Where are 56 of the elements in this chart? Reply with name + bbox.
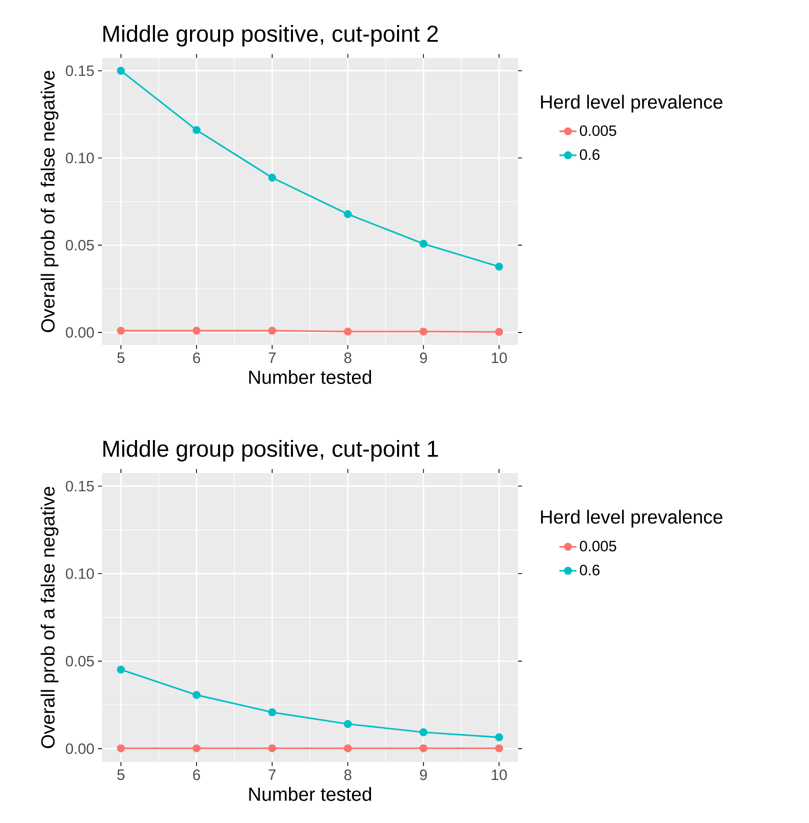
x-tick-label: 9 bbox=[420, 770, 427, 780]
x-tick-label: 9 bbox=[420, 352, 427, 364]
y-axis-title: Overall prob of a false negative bbox=[40, 486, 58, 748]
x-tick-label: 7 bbox=[268, 770, 276, 780]
x-tick-label: 6 bbox=[193, 770, 200, 780]
legend-label: 0.6 bbox=[580, 564, 600, 576]
point bbox=[268, 744, 276, 752]
y-tick-label: 0.00 bbox=[66, 743, 94, 754]
x-axis-title: Number tested bbox=[249, 787, 372, 801]
y-tick-label: 0.15 bbox=[66, 65, 94, 76]
point bbox=[116, 744, 125, 752]
y-tick-label: 0.05 bbox=[66, 656, 94, 666]
point bbox=[495, 328, 504, 336]
point bbox=[495, 733, 504, 742]
point bbox=[116, 666, 125, 674]
point bbox=[419, 728, 428, 736]
point bbox=[344, 328, 352, 336]
point bbox=[192, 326, 201, 335]
y-tick-label: 0.05 bbox=[66, 240, 94, 251]
x-axis-title: Number tested bbox=[249, 370, 372, 384]
point bbox=[419, 744, 428, 752]
x-tick-label: 7 bbox=[268, 352, 276, 363]
point bbox=[192, 744, 201, 752]
x-tick-label: 5 bbox=[117, 352, 124, 363]
point bbox=[268, 326, 276, 335]
chart-title: Middle group positive, cut-point 1 bbox=[103, 440, 438, 462]
point bbox=[419, 328, 428, 336]
y-tick-label: 0.10 bbox=[66, 152, 94, 164]
y-tick-label: 0.00 bbox=[66, 327, 94, 338]
legend-title: Herd level prevalence bbox=[541, 510, 722, 528]
point bbox=[344, 210, 352, 218]
point bbox=[344, 744, 352, 752]
legend-title: Herd level prevalence bbox=[541, 94, 722, 112]
point bbox=[268, 174, 276, 182]
x-tick-label: 6 bbox=[193, 352, 200, 364]
y-tick-label: 0.10 bbox=[66, 568, 94, 579]
x-tick-label: 8 bbox=[344, 352, 352, 364]
legend-label: 0.005 bbox=[580, 540, 616, 552]
y-axis-title: Overall prob of a false negative bbox=[40, 70, 58, 332]
x-tick-label: 10 bbox=[492, 352, 507, 364]
point bbox=[495, 262, 504, 271]
point bbox=[192, 126, 201, 134]
legend-label: 0.6 bbox=[580, 149, 600, 160]
chart-title: Middle group positive, cut-point 2 bbox=[103, 25, 438, 46]
legend-label: 0.005 bbox=[580, 125, 616, 136]
point bbox=[344, 720, 352, 728]
point bbox=[192, 690, 201, 699]
point bbox=[116, 326, 125, 335]
point bbox=[419, 240, 428, 248]
point bbox=[116, 66, 125, 75]
x-tick-label: 8 bbox=[344, 770, 352, 780]
y-tick-label: 0.15 bbox=[66, 480, 94, 492]
x-tick-label: 10 bbox=[492, 770, 507, 780]
point bbox=[268, 708, 276, 716]
x-tick-label: 5 bbox=[117, 770, 124, 780]
point bbox=[495, 744, 504, 752]
